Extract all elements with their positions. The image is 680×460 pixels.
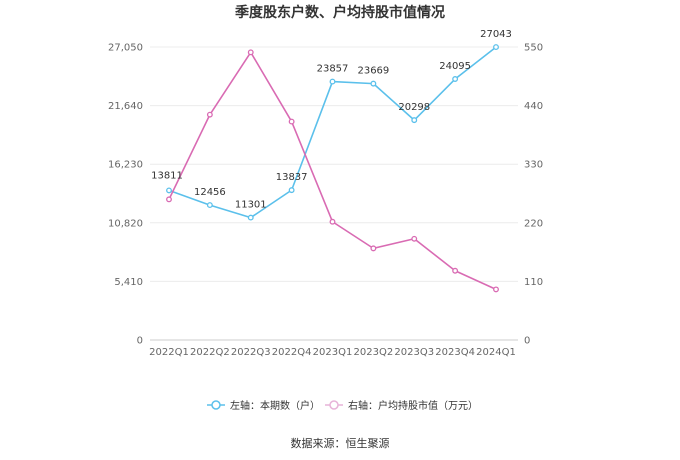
right-axis: 0 110 220 330 440 550 (524, 43, 543, 347)
left-tick-label: 27,050 (108, 43, 143, 54)
series-layer (166, 44, 499, 293)
legend-marker-right (329, 400, 339, 410)
left-tick-label: 16,230 (108, 160, 143, 171)
data-point-1 (206, 202, 213, 209)
data-point-1 (493, 44, 499, 51)
right-tick-label: 110 (524, 277, 543, 288)
data-point-2 (288, 118, 295, 125)
legend-item-right-series[interactable]: 右轴：户均持股市值（万元） (325, 399, 478, 412)
right-tick-label: 440 (524, 101, 543, 112)
data-point-1 (329, 78, 336, 85)
x-tick-label: 2023Q4 (435, 347, 475, 358)
data-point-2 (452, 267, 459, 274)
data-point-2 (247, 49, 254, 56)
left-axis: 0 5,410 10,820 16,230 21,640 27,050 (108, 43, 143, 347)
x-tick-label: 2022Q4 (272, 347, 312, 358)
right-tick-label: 0 (524, 336, 530, 347)
chart-title: 季度股东户数、户均持股市值情况 (234, 4, 445, 21)
right-tick-label: 330 (524, 160, 543, 171)
data-point-1 (370, 80, 377, 87)
data-label: 13837 (276, 172, 308, 183)
right-tick-label: 550 (524, 43, 543, 54)
data-label: 13811 (151, 170, 183, 181)
x-axis: 2022Q1 2022Q2 2022Q3 2022Q4 2023Q1 2023Q2 2023… (149, 347, 516, 358)
data-label: 12456 (194, 187, 226, 198)
data-labels: 13811 12456 11301 13837 23857 23669 20298 24095… (151, 29, 512, 211)
left-tick-label: 5,410 (114, 277, 143, 288)
data-point-2 (166, 196, 172, 203)
x-tick-label: 2023Q1 (313, 347, 353, 358)
data-point-2 (370, 245, 377, 252)
data-label: 23669 (357, 66, 389, 77)
data-point-1 (166, 187, 172, 194)
legend-label-left: 左轴：本期数（户） (230, 399, 320, 412)
x-tick-label: 2023Q3 (394, 347, 434, 358)
legend-item-left-series[interactable]: 左轴：本期数（户） (207, 399, 320, 412)
data-label: 20298 (398, 102, 430, 113)
data-label: 27043 (480, 29, 512, 40)
data-label: 23857 (317, 64, 349, 75)
data-label: 24095 (439, 61, 471, 72)
data-point-1 (288, 187, 295, 194)
data-point-1 (452, 76, 459, 82)
x-tick-label: 2024Q1 (476, 347, 516, 358)
x-tick-label: 2022Q1 (149, 347, 189, 358)
data-point-2 (206, 111, 213, 118)
legend-label-right: 右轴：户均持股市值（万元） (348, 399, 478, 412)
left-tick-label: 21,640 (108, 101, 143, 112)
left-tick-label: 0 (137, 336, 143, 347)
data-point-1 (411, 117, 418, 124)
x-tick-label: 2023Q2 (354, 347, 394, 358)
data-label: 11301 (235, 200, 267, 211)
data-point-2 (329, 218, 336, 225)
data-point-2 (411, 235, 418, 242)
legend: 左轴：本期数（户） 右轴：户均持股市值（万元） (207, 399, 478, 412)
data-point-1 (247, 214, 254, 221)
legend-marker-left (211, 400, 221, 410)
x-tick-label: 2022Q2 (190, 347, 230, 358)
data-point-2 (493, 286, 499, 293)
left-tick-label: 10,820 (108, 218, 143, 229)
data-source: 数据来源：恒生聚源 (291, 436, 390, 450)
x-tick-label: 2022Q3 (231, 347, 271, 358)
right-tick-label: 220 (524, 218, 543, 229)
